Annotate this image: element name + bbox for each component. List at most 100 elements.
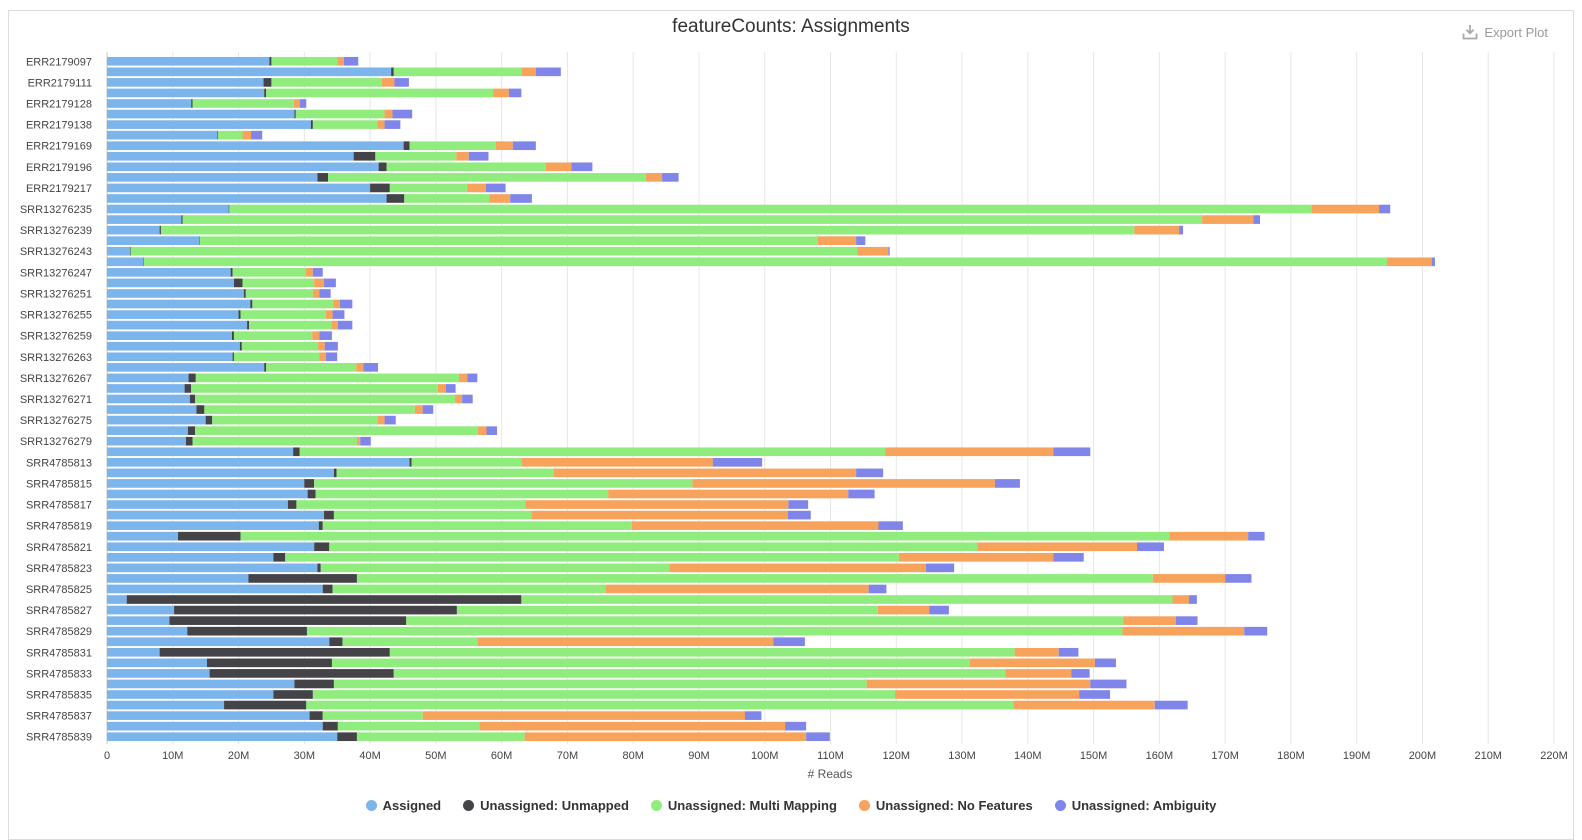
bar-segment[interactable] <box>317 173 328 182</box>
bar-segment[interactable] <box>336 468 554 478</box>
bar-segment[interactable] <box>1311 204 1380 214</box>
bar-segment[interactable] <box>107 394 190 404</box>
bar-segment[interactable] <box>605 584 869 594</box>
bar-segment[interactable] <box>353 151 376 161</box>
bar-segment[interactable] <box>458 373 468 383</box>
bar-segment[interactable] <box>1013 700 1155 710</box>
bar-segment[interactable] <box>130 246 858 256</box>
bar-segment[interactable] <box>969 658 1095 668</box>
bar-segment[interactable] <box>856 468 884 478</box>
bar-segment[interactable] <box>337 721 480 731</box>
bar-segment[interactable] <box>324 278 336 288</box>
legend-item[interactable]: Assigned <box>365 798 441 813</box>
bar-segment[interactable] <box>898 552 1054 562</box>
bar-segment[interactable] <box>107 246 131 256</box>
bar-segment[interactable] <box>384 120 401 129</box>
bar-segment[interactable] <box>107 542 315 552</box>
bar-segment[interactable] <box>1122 626 1245 636</box>
bar-segment[interactable] <box>240 310 327 319</box>
bar-segment[interactable] <box>107 225 160 235</box>
bar-segment[interactable] <box>868 584 887 594</box>
bar-segment[interactable] <box>218 130 243 140</box>
bar-segment[interactable] <box>312 268 323 277</box>
bar-segment[interactable] <box>806 732 830 742</box>
bar-segment[interactable] <box>107 268 231 277</box>
bar-segment[interactable] <box>320 563 670 573</box>
bar-segment[interactable] <box>160 225 1135 235</box>
bar-segment[interactable] <box>545 162 572 172</box>
bar-segment[interactable] <box>384 109 393 119</box>
bar-segment[interactable] <box>107 88 265 98</box>
bar-segment[interactable] <box>318 521 323 530</box>
bar-segment[interactable] <box>389 647 1015 657</box>
bar-segment[interactable] <box>304 479 315 488</box>
bar-segment[interactable] <box>187 626 307 636</box>
bar-segment[interactable] <box>326 352 338 362</box>
bar-segment[interactable] <box>856 236 866 246</box>
bar-segment[interactable] <box>205 415 213 425</box>
bar-segment[interactable] <box>324 510 334 520</box>
bar-segment[interactable] <box>329 542 978 552</box>
bar-segment[interactable] <box>241 341 319 351</box>
bar-segment[interactable] <box>467 373 478 383</box>
bar-segment[interactable] <box>306 626 1123 636</box>
bar-segment[interactable] <box>107 479 305 488</box>
bar-segment[interactable] <box>317 563 321 573</box>
bar-segment[interactable] <box>977 542 1138 552</box>
bar-segment[interactable] <box>232 268 306 277</box>
bar-segment[interactable] <box>266 363 357 372</box>
bar-segment[interactable] <box>495 141 513 151</box>
bar-segment[interactable] <box>392 109 413 119</box>
bar-segment[interactable] <box>230 268 233 277</box>
bar-segment[interactable] <box>107 405 197 414</box>
bar-segment[interactable] <box>406 616 1124 625</box>
bar-segment[interactable] <box>333 299 340 309</box>
bar-segment[interactable] <box>107 626 188 636</box>
bar-segment[interactable] <box>333 468 337 478</box>
bar-segment[interactable] <box>271 56 338 66</box>
bar-segment[interactable] <box>107 595 127 604</box>
bar-segment[interactable] <box>191 99 193 108</box>
bar-segment[interactable] <box>389 183 468 193</box>
bar-segment[interactable] <box>315 489 609 499</box>
bar-segment[interactable] <box>356 574 1153 583</box>
bar-segment[interactable] <box>107 457 410 467</box>
bar-segment[interactable] <box>477 637 774 647</box>
bar-segment[interactable] <box>240 531 1170 541</box>
legend-item[interactable]: Unassigned: Ambiguity <box>1054 798 1216 813</box>
bar-segment[interactable] <box>787 510 811 520</box>
bar-segment[interactable] <box>107 426 188 435</box>
bar-segment[interactable] <box>295 109 385 119</box>
bar-segment[interactable] <box>356 732 525 742</box>
bar-segment[interactable] <box>929 605 949 615</box>
bar-segment[interactable] <box>508 88 522 98</box>
bar-segment[interactable] <box>107 531 179 541</box>
bar-segment[interactable] <box>107 278 234 288</box>
bar-segment[interactable] <box>314 278 325 288</box>
bar-segment[interactable] <box>356 363 364 372</box>
bar-segment[interactable] <box>293 447 300 457</box>
bar-segment[interactable] <box>174 605 457 615</box>
bar-segment[interactable] <box>217 130 219 140</box>
bar-segment[interactable] <box>322 721 338 731</box>
bar-segment[interactable] <box>143 257 1387 267</box>
bar-segment[interactable] <box>107 711 310 720</box>
bar-segment[interactable] <box>107 489 308 499</box>
bar-segment[interactable] <box>107 732 338 742</box>
bar-segment[interactable] <box>885 447 1054 457</box>
bar-segment[interactable] <box>182 215 1203 224</box>
bar-segment[interactable] <box>309 711 323 720</box>
bar-segment[interactable] <box>1431 257 1435 267</box>
bar-segment[interactable] <box>403 141 410 151</box>
bar-segment[interactable] <box>712 457 763 467</box>
bar-segment[interactable] <box>192 99 294 108</box>
bar-segment[interactable] <box>242 278 315 288</box>
bar-segment[interactable] <box>212 415 378 425</box>
bar-segment[interactable] <box>206 658 332 668</box>
bar-segment[interactable] <box>191 384 438 393</box>
bar-segment[interactable] <box>363 363 378 372</box>
bar-segment[interactable] <box>299 99 307 108</box>
bar-segment[interactable] <box>318 341 325 351</box>
bar-segment[interactable] <box>454 394 463 404</box>
bar-segment[interactable] <box>107 310 239 319</box>
